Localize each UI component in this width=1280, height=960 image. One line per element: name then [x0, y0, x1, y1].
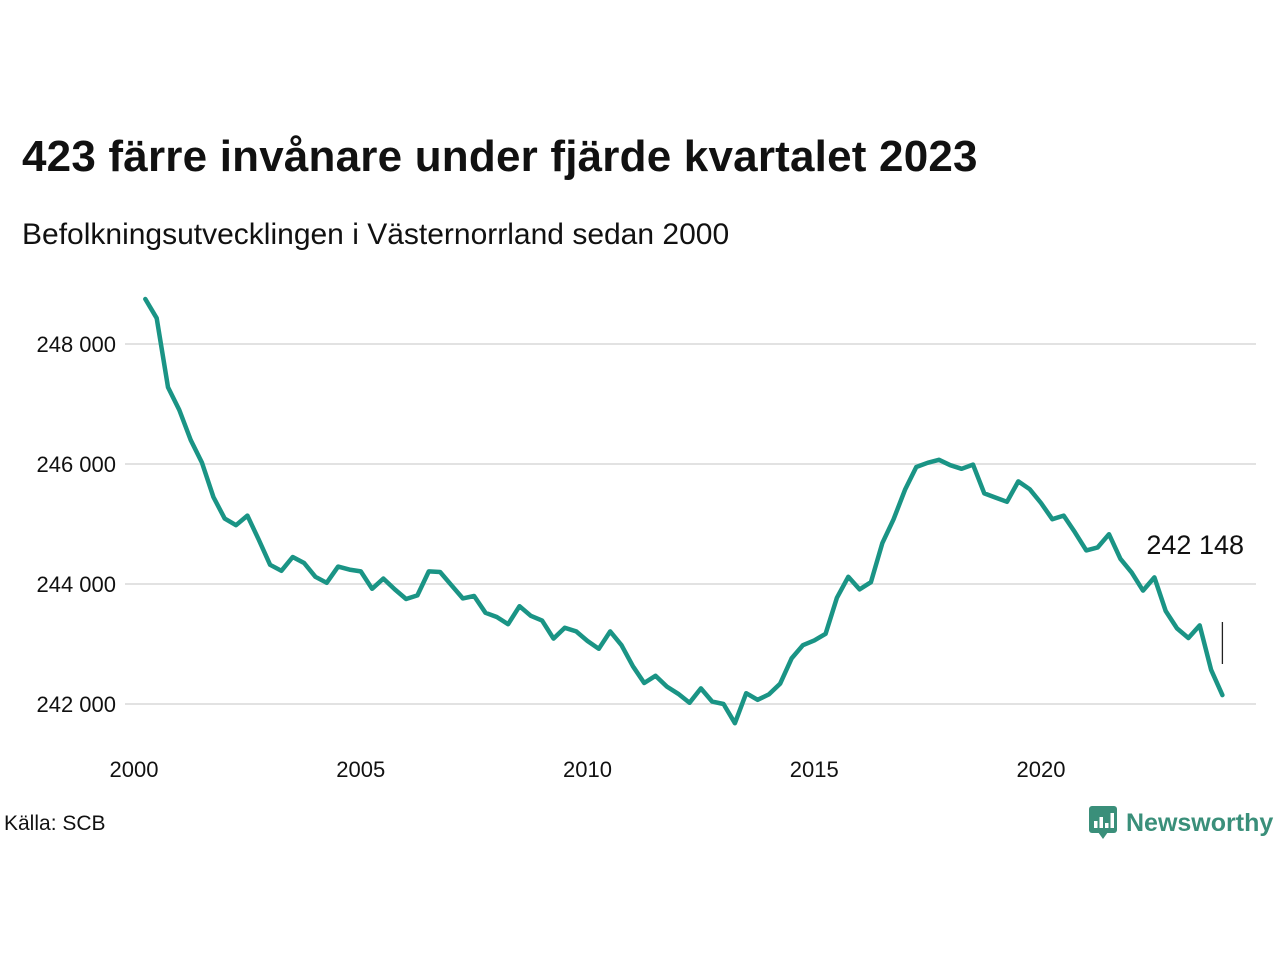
- series-line: [143, 296, 1225, 726]
- x-tick-label: 2010: [563, 757, 612, 782]
- brand-logo: Newsworthy: [1088, 805, 1273, 841]
- y-axis-ticks: 242 000 244 000 246 000 248 000: [36, 332, 116, 717]
- x-tick-label: 2000: [110, 757, 159, 782]
- newsworthy-logo-icon: [1089, 806, 1117, 839]
- y-tick-label: 242 000: [36, 692, 116, 717]
- y-tick-label: 248 000: [36, 332, 116, 357]
- x-axis-ticks: 2000 2005 2010 2015 2020: [110, 757, 1066, 782]
- source-note: Källa: SCB: [4, 812, 106, 835]
- x-tick-label: 2005: [336, 757, 385, 782]
- brand-name: Newsworthy: [1126, 808, 1274, 837]
- x-tick-label: 2020: [1017, 757, 1066, 782]
- y-tick-label: 244 000: [36, 572, 116, 597]
- end-value-label: 242 148: [1146, 530, 1244, 560]
- x-tick-label: 2015: [790, 757, 839, 782]
- chart-subtitle: Befolkningsutvecklingen i Västernorrland…: [22, 218, 730, 251]
- y-tick-label: 246 000: [36, 452, 116, 477]
- gridlines: [125, 343, 1256, 705]
- series-layer: [143, 296, 1225, 726]
- end-annotation: 242 148: [1146, 530, 1244, 664]
- chart-title: 423 färre invånare under fjärde kvartale…: [22, 132, 978, 181]
